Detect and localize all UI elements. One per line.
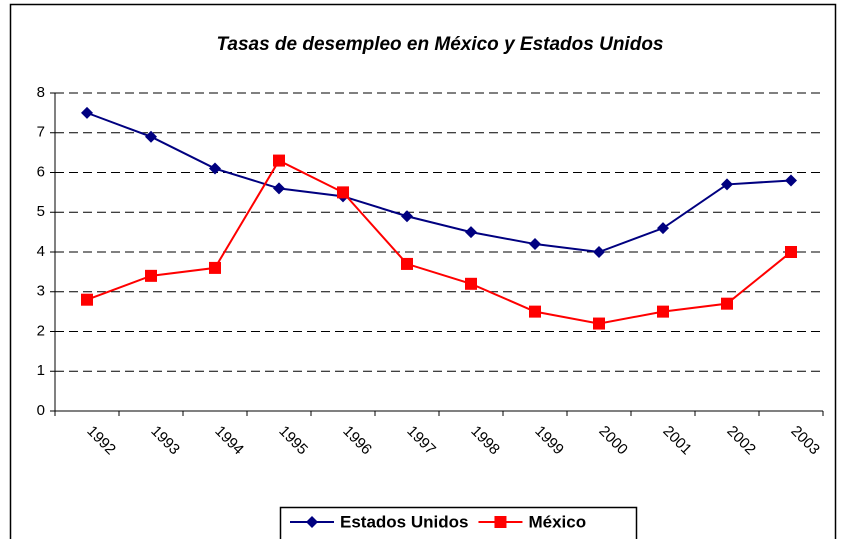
marker (306, 516, 318, 528)
marker (529, 238, 541, 251)
y-tick-label: 6 (37, 163, 45, 180)
marker (145, 269, 157, 282)
marker (657, 222, 669, 235)
marker (465, 226, 477, 239)
y-tick-label: 3 (37, 283, 45, 300)
marker (81, 293, 93, 306)
marker (593, 317, 605, 330)
series-line (86, 111, 792, 254)
legend-label: México (528, 512, 586, 531)
marker (209, 162, 221, 175)
marker (273, 154, 285, 167)
marker (721, 178, 733, 191)
marker (401, 257, 413, 270)
marker (81, 106, 93, 119)
marker (465, 277, 477, 290)
marker (401, 210, 413, 223)
y-tick-label: 7 (37, 124, 45, 141)
chart-title: Tasas de desempleo en México y Estados U… (216, 34, 663, 55)
legend-label: Estados Unidos (340, 512, 468, 531)
series-line (86, 159, 792, 325)
y-tick-label: 1 (37, 362, 45, 379)
marker (785, 174, 797, 187)
marker (657, 305, 669, 318)
legend: Estados Unidos México (279, 506, 638, 539)
marker (273, 182, 285, 195)
legend-box (279, 506, 638, 539)
marker (145, 130, 157, 143)
marker (494, 516, 507, 528)
y-tick-label: 2 (37, 322, 45, 339)
y-tick-label: 8 (37, 84, 45, 101)
marker (337, 186, 349, 199)
marker (785, 246, 797, 258)
marker (721, 297, 733, 310)
marker (593, 246, 605, 258)
y-tick-label: 5 (37, 203, 45, 220)
marker (209, 261, 221, 274)
y-tick-label: 4 (37, 243, 45, 260)
marker (529, 305, 541, 318)
y-tick-label: 0 (37, 402, 45, 419)
chart-border (9, 3, 837, 539)
